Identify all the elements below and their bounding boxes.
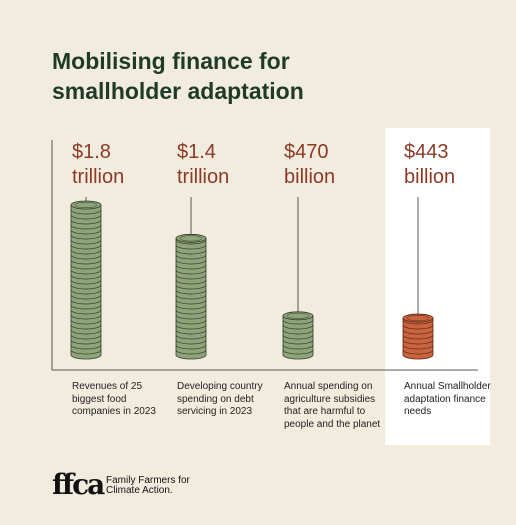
coin-edge: [175, 294, 207, 300]
coin-edge: [70, 339, 102, 345]
coin-edge: [282, 329, 314, 335]
value-label: $1.8 trillion: [72, 141, 125, 188]
coin-edge: [282, 349, 314, 355]
coin-top-ring: [286, 312, 310, 319]
coin-edge: [70, 349, 102, 355]
coin-edge: [70, 259, 102, 265]
value-label: $443 billion: [404, 141, 456, 188]
coin-stack: [175, 233, 207, 360]
coin-edge: [175, 274, 207, 280]
coin-edge: [70, 324, 102, 330]
coin-edge: [175, 309, 207, 315]
coin-edge: [175, 254, 207, 260]
coin-edge: [402, 344, 434, 350]
coin-edge: [70, 239, 102, 245]
category-label: Annual Smallholder adaptation finance ne…: [404, 381, 491, 417]
coin-edge: [175, 329, 207, 335]
coin-stack: [402, 313, 434, 360]
coin-edge: [70, 334, 102, 340]
coin-edge: [402, 339, 434, 345]
coin-edge: [70, 274, 102, 280]
coin-edge: [175, 304, 207, 310]
coin-edge: [70, 294, 102, 300]
coin-edge: [70, 244, 102, 250]
coin-top-ring: [406, 315, 430, 322]
logo-mark: ffca: [52, 468, 105, 501]
coin-edge: [175, 239, 207, 245]
coin-top-ring: [74, 201, 98, 209]
logo-text: Family Farmers for Climate Action.: [106, 475, 190, 496]
coin-edge: [282, 344, 314, 350]
coin-edge: [70, 214, 102, 220]
coin-edge: [70, 314, 102, 320]
coin-edge: [70, 249, 102, 255]
coin-edge: [70, 254, 102, 260]
value-label: $470 billion: [284, 141, 336, 188]
coin-edge: [70, 284, 102, 290]
coin-edge: [70, 209, 102, 215]
coin-edge: [175, 279, 207, 285]
coin-edge: [70, 234, 102, 240]
coin-edge: [70, 279, 102, 285]
coin-edge: [402, 324, 434, 330]
coin-edge: [70, 344, 102, 350]
coin-edge: [70, 299, 102, 305]
coin-edge: [175, 244, 207, 250]
coin-stack: [282, 311, 314, 360]
coin-edge: [175, 299, 207, 305]
coin-top-ring: [179, 235, 203, 242]
coin-edge: [175, 334, 207, 340]
coin-edge: [70, 224, 102, 230]
coin-edge: [70, 319, 102, 325]
coin-edge: [175, 269, 207, 275]
coin-edge: [282, 339, 314, 345]
coin-edge: [175, 344, 207, 350]
coin-edge: [175, 289, 207, 295]
coin-edge: [402, 319, 434, 325]
coin-edge: [70, 329, 102, 335]
coin-edge: [175, 259, 207, 265]
coin-edge: [70, 289, 102, 295]
highlight-panel: [385, 128, 490, 445]
coin-edge: [70, 264, 102, 270]
coin-edge: [402, 349, 434, 355]
category-label: Developing country spending on debt serv…: [177, 381, 263, 417]
chart-title: Mobilising finance for smallholder adapt…: [52, 48, 304, 104]
coin-edge: [175, 249, 207, 255]
coin-edge: [70, 269, 102, 275]
coin-stack: [70, 200, 102, 360]
coin-edge: [282, 334, 314, 340]
coin-edge: [175, 284, 207, 290]
category-label: Revenues of 25 biggest food companies in…: [72, 381, 156, 417]
coin-edge: [175, 319, 207, 325]
coin-edge: [402, 329, 434, 335]
coin-edge: [282, 319, 314, 325]
coin-edge: [70, 309, 102, 315]
coin-edge: [175, 324, 207, 330]
coin-edge: [70, 219, 102, 225]
coin-edge: [175, 314, 207, 320]
coin-edge: [175, 339, 207, 345]
coin-edge: [175, 349, 207, 355]
coin-edge: [175, 264, 207, 270]
coin-edge: [70, 229, 102, 235]
category-label: Annual spending on agriculture subsidies…: [284, 381, 381, 430]
coin-edge: [402, 334, 434, 340]
coin-edge: [70, 304, 102, 310]
value-label: $1.4 trillion: [177, 141, 230, 188]
coin-edge: [282, 324, 314, 330]
